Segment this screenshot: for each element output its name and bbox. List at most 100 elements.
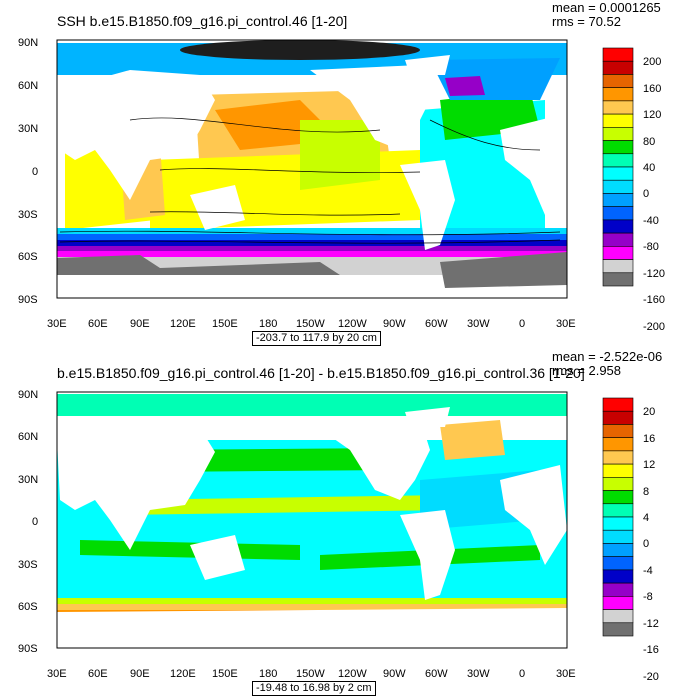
colorbar-swatch (602, 424, 634, 438)
colorbar-swatch (602, 140, 634, 155)
lon-label-p2: 30W (467, 668, 490, 680)
colorbar-swatch (602, 113, 634, 128)
colorbar-label: 0 (643, 188, 650, 201)
panel2-map (57, 392, 567, 648)
lat-label-90N-p2: 90N (18, 389, 39, 401)
lat-label-0-p2: 0 (32, 516, 39, 528)
colorbar-swatch (602, 529, 634, 544)
lon-label-p2: 60E (88, 668, 108, 680)
panel1-frame (56, 39, 568, 299)
colorbar-swatch (602, 410, 634, 425)
colorbar-swatch (602, 87, 634, 102)
panel1-mean: mean = 0.0001265 (552, 0, 661, 15)
lon-label-p2: 90W (383, 668, 406, 680)
lat-label-30N-p2: 30N (18, 474, 39, 486)
colorbar-swatch (602, 206, 634, 221)
lon-label-p2: 120E (170, 668, 196, 680)
panel2-range-box: -19.48 to 16.98 by 2 cm (252, 681, 376, 696)
lon-label-p1: 0 (519, 318, 526, 330)
colorbar-label: -120 (643, 267, 666, 280)
panel1-map (57, 40, 567, 298)
colorbar-label: -40 (643, 214, 659, 227)
colorbar-swatch (602, 60, 634, 75)
colorbar-label: -20 (643, 670, 659, 683)
lon-label-p2: 30E (47, 668, 67, 680)
lon-label-p1: 120W (338, 318, 367, 330)
colorbar-label: 0 (643, 538, 650, 551)
lat-label-60S-p1: 60S (18, 251, 38, 263)
panel1-title: SSH b.e15.B1850.f09_g16.pi_control.46 [1… (57, 13, 348, 29)
panel2-rms: rms = 2.958 (552, 363, 622, 378)
colorbar-label: -80 (643, 241, 659, 254)
colorbar-swatch (602, 397, 634, 412)
lon-label-p1: 60E (88, 318, 108, 330)
colorbar-swatch (602, 47, 634, 62)
colorbar-swatch (602, 232, 634, 247)
colorbar-label: 4 (643, 512, 650, 524)
colorbar-swatch (602, 582, 634, 597)
lon-label-p2: 120W (338, 668, 367, 680)
colorbar-swatch (602, 556, 634, 571)
colorbar-label: -16 (643, 644, 659, 657)
lat-label-60S-p2: 60S (18, 601, 38, 613)
lat-label-30S-p2: 30S (18, 559, 38, 571)
colorbar-label: 200 (643, 56, 662, 69)
colorbar-swatch (602, 272, 634, 287)
colorbar-label: 8 (643, 485, 650, 498)
colorbar-swatch (602, 543, 634, 557)
colorbar-swatch (602, 516, 634, 531)
lon-label-p2: 0 (519, 668, 526, 680)
colorbar-label: -12 (643, 617, 659, 630)
colorbar-swatch (602, 166, 634, 181)
lat-label-30N-p1: 30N (18, 123, 39, 135)
colorbar-swatch (602, 450, 634, 465)
colorbar-swatch (602, 503, 634, 518)
lon-label-p1: 60W (425, 318, 448, 330)
panel2-frame (56, 391, 568, 649)
colorbar-swatch (602, 193, 634, 207)
lon-label-p2: 180 (259, 668, 278, 680)
lon-label-p2: 150W (296, 668, 325, 680)
colorbar-swatch (602, 596, 634, 610)
lon-label-p1: 30E (47, 318, 67, 330)
lon-label-p1: 30W (467, 318, 490, 330)
panel2-title: b.e15.B1850.f09_g16.pi_control.46 [1-20]… (57, 365, 585, 381)
colorbar-label: -4 (643, 564, 653, 577)
lon-label-p2: 90E (130, 668, 150, 680)
lon-label-p2: 30E (556, 668, 576, 680)
lon-label-p1: 150W (296, 318, 325, 330)
lat-label-90N-p1: 90N (18, 37, 39, 49)
colorbar-swatch (602, 100, 634, 115)
colorbar-swatch (602, 74, 634, 88)
colorbar-swatch (602, 127, 634, 141)
lat-label-0-p1: 0 (32, 166, 39, 178)
colorbar-swatch (602, 437, 634, 452)
colorbar-swatch (602, 477, 634, 491)
panel1-rms: rms = 70.52 (552, 14, 622, 29)
colorbar-swatch (602, 179, 634, 194)
colorbar-label: 12 (643, 459, 656, 472)
colorbar-swatch (602, 219, 634, 234)
colorbar-swatch (602, 246, 634, 260)
colorbar-swatch (602, 609, 634, 624)
colorbar-label: -160 (643, 294, 666, 307)
lon-label-p1: 30E (556, 318, 576, 330)
colorbar-label: 20 (643, 406, 656, 419)
colorbar-label: -8 (643, 591, 653, 604)
lat-label-60N-p2: 60N (18, 431, 39, 443)
colorbar-label: -200 (643, 320, 666, 333)
colorbar-label: 120 (643, 109, 662, 122)
colorbar-swatch (602, 569, 634, 584)
colorbar-label: 160 (643, 82, 662, 95)
colorbar-swatch (602, 622, 634, 637)
lon-label-p1: 180 (259, 318, 278, 330)
lat-label-30S-p1: 30S (18, 209, 38, 221)
lon-label-p2: 150E (212, 668, 238, 680)
lon-label-p1: 150E (212, 318, 238, 330)
lat-label-90S-p1: 90S (18, 294, 38, 306)
colorbar-label: 80 (643, 135, 656, 148)
colorbar-swatch (602, 153, 634, 168)
lon-label-p1: 90W (383, 318, 406, 330)
panel1-range-box: -203.7 to 117.9 by 20 cm (252, 331, 381, 346)
